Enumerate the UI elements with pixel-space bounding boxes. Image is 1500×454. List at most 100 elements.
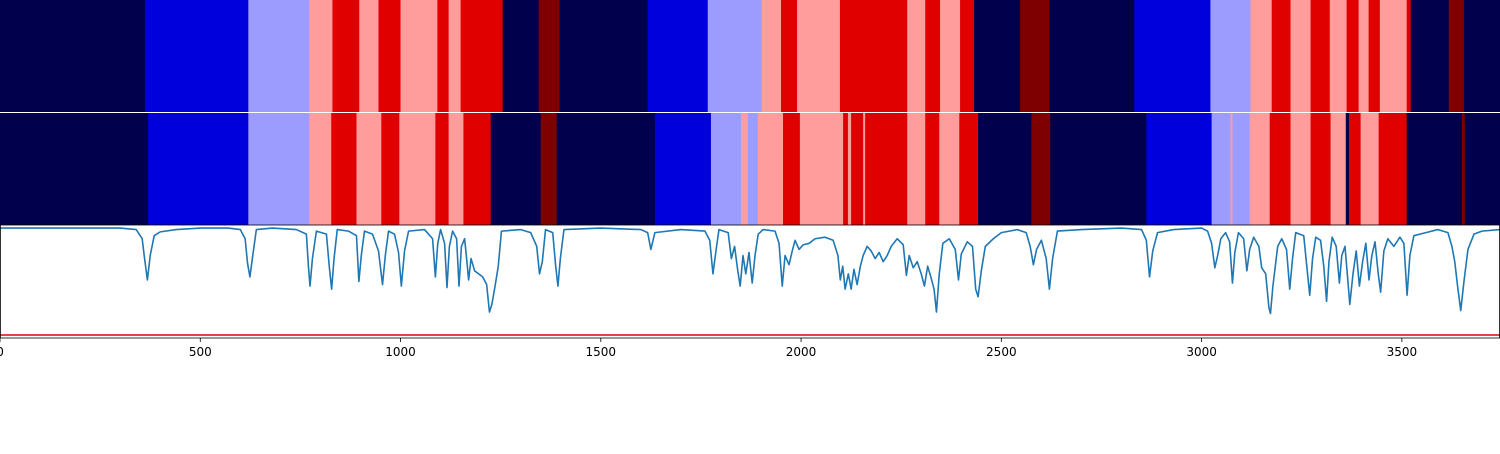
heatmap-segment-1-28	[939, 113, 960, 225]
x-tick-label-1000: 1000	[385, 345, 416, 359]
x-axis: 0 500 1000 1500 2000 2500 3000 3500	[0, 338, 1417, 359]
heatmap-segment-1-29	[959, 113, 979, 225]
heatmap-segment-0-28	[1210, 0, 1251, 112]
heatmap-segment-1-31	[1031, 113, 1051, 225]
line-panel	[0, 227, 1500, 336]
heatmap-segment-0-6	[378, 0, 401, 112]
heatmap-segment-0-33	[1329, 0, 1347, 112]
heatmap-segment-1-10	[463, 113, 492, 225]
heatmap-segment-0-3	[309, 0, 333, 112]
heatmap-segment-1-6	[381, 113, 400, 225]
heatmap-segment-1-11	[490, 113, 542, 225]
heatmap-segment-1-41	[1330, 113, 1347, 225]
heatmap-segment-0-37	[1379, 0, 1408, 112]
heatmap-segment-1-46	[1406, 113, 1463, 225]
heatmap-segment-1-39	[1290, 113, 1311, 225]
heatmap-segment-1-1	[148, 113, 249, 225]
heatmap-segment-0-12	[538, 0, 560, 112]
heatmap-segment-1-45	[1378, 113, 1408, 225]
heatmap-segment-0-40	[1448, 0, 1465, 112]
heatmap-segment-1-27	[925, 113, 940, 225]
heatmap-segment-1-48	[1464, 113, 1500, 225]
heatmap-segment-1-21	[843, 113, 849, 225]
heatmap-segment-0-18	[797, 0, 841, 112]
heatmap-segment-0-4	[332, 0, 360, 112]
heatmap-segment-0-24	[974, 0, 1021, 112]
axes-frame	[0, 224, 1500, 339]
heatmap-segment-1-30	[978, 113, 1032, 225]
heatmap-segment-0-8	[437, 0, 449, 112]
x-tick-label-3500: 3500	[1387, 345, 1418, 359]
heatmap-segment-1-42	[1345, 113, 1350, 225]
heatmap-segment-1-12	[540, 113, 558, 225]
heatmap-segment-0-36	[1368, 0, 1381, 112]
heatmap-segment-0-30	[1271, 0, 1291, 112]
x-tick-label-1500: 1500	[586, 345, 617, 359]
heatmap-segment-1-16	[740, 113, 749, 225]
heatmap-segment-1-47	[1461, 113, 1466, 225]
x-tick-label-0: 0	[0, 345, 4, 359]
heatmap-segment-1-8	[435, 113, 449, 225]
x-tick-label-2000: 2000	[786, 345, 817, 359]
heatmap-segment-1-14	[654, 113, 712, 225]
heatmap-segment-1-26	[907, 113, 926, 225]
heatmap-segment-0-13	[559, 0, 649, 112]
heatmap-segment-1-22	[847, 113, 852, 225]
series-line	[0, 227, 1500, 315]
heatmap-segment-0-17	[781, 0, 798, 112]
heatmap-segment-0-31	[1290, 0, 1311, 112]
heatmap-segment-0-20	[907, 0, 926, 112]
heatmap-segment-1-17	[747, 113, 759, 225]
heatmap-segment-1-3	[309, 113, 332, 225]
heatmap-segment-1-38	[1269, 113, 1291, 225]
heatmap-segment-1-4	[331, 113, 357, 225]
heatmap-segment-0-7	[400, 0, 438, 112]
heatmap-segment-1-37	[1249, 113, 1271, 225]
heatmap-segment-1-33	[1146, 113, 1213, 225]
heatmap-segment-1-44	[1360, 113, 1380, 225]
heatmap-segment-1-34	[1211, 113, 1231, 225]
heatmap-segment-1-36	[1232, 113, 1251, 225]
heatmap-segment-1-19	[783, 113, 801, 225]
heatmap-segment-0-34	[1346, 0, 1360, 112]
heatmap-segment-0-5	[359, 0, 379, 112]
heatmap-segment-1-24	[863, 113, 866, 225]
heatmap-segment-0-1	[144, 0, 249, 112]
heatmap-segment-1-20	[799, 113, 844, 225]
heatmap-segment-1-23	[851, 113, 864, 225]
heatmap-segment-1-13	[556, 113, 656, 225]
heatmap-segment-1-43	[1349, 113, 1362, 225]
heatmap-segment-0-23	[960, 0, 975, 112]
heatmap-segment-1-15	[710, 113, 742, 225]
heatmap-segment-0-21	[925, 0, 941, 112]
heatmap-row-bottom	[0, 113, 1500, 225]
heatmap-segment-1-9	[448, 113, 464, 225]
heatmap-segment-1-5	[356, 113, 382, 225]
heatmap-segment-0-27	[1134, 0, 1211, 112]
heatmap-segment-0-0	[0, 0, 146, 112]
x-tick-label-500: 500	[189, 345, 212, 359]
heatmap-segment-0-35	[1358, 0, 1370, 112]
heatmap-segment-0-38	[1406, 0, 1412, 112]
heatmap-segment-0-16	[761, 0, 782, 112]
heatmap-segment-1-25	[865, 113, 908, 225]
heatmap-segment-1-35	[1230, 113, 1233, 225]
heatmap-segment-0-9	[448, 0, 462, 112]
heatmap-segment-0-25	[1020, 0, 1050, 112]
heatmap-segment-0-19	[839, 0, 908, 112]
heatmap-segment-1-2	[248, 113, 310, 225]
heatmap-segment-0-15	[707, 0, 763, 112]
heatmap-segment-0-32	[1310, 0, 1331, 112]
heatmap-segment-0-29	[1250, 0, 1273, 112]
heatmap-segment-0-41	[1463, 0, 1500, 112]
heatmap-segment-1-18	[757, 113, 784, 225]
row-separator	[0, 112, 1500, 113]
heatmap-segment-0-11	[502, 0, 540, 112]
x-tick-label-2500: 2500	[986, 345, 1017, 359]
heatmap-segment-1-32	[1050, 113, 1147, 225]
heatmap-segment-0-39	[1410, 0, 1450, 112]
heatmap-segment-0-22	[940, 0, 961, 112]
heatmap-segment-1-0	[0, 113, 149, 225]
heatmap-segment-0-14	[647, 0, 709, 112]
